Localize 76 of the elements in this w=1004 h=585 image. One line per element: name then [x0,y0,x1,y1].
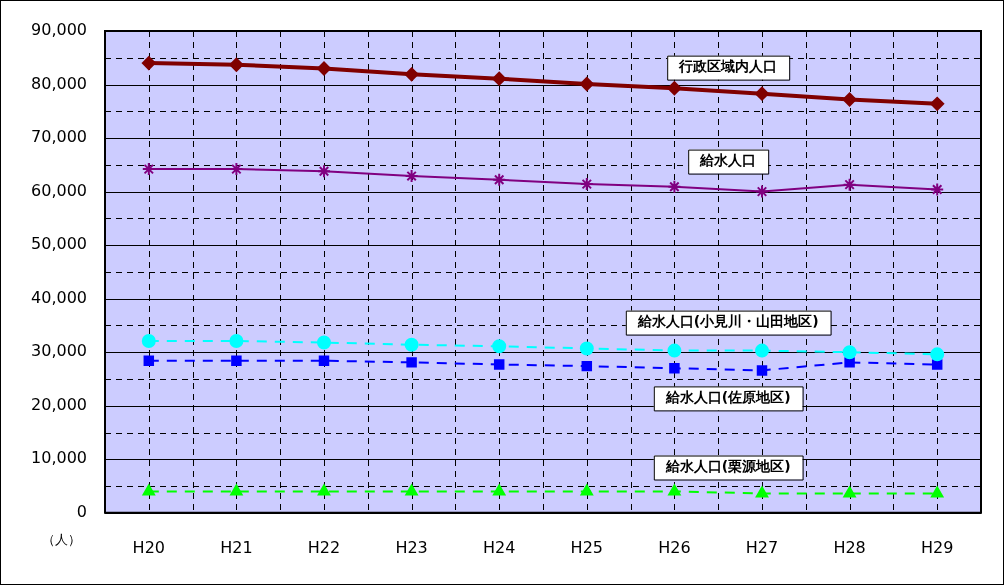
y-tick-label: 20,000 [31,394,87,414]
series-label: 給水人口(佐原地区) [664,389,791,406]
y-tick-label: 0 [76,501,87,521]
point [580,484,593,496]
point [493,484,506,496]
point [843,486,856,498]
y-tick-label: 50,000 [31,234,87,254]
point [141,333,156,348]
point [755,343,769,358]
point [229,333,244,348]
point [667,343,682,358]
x-tick-label: H27 [745,537,779,557]
point [141,56,156,71]
point [405,484,418,496]
y-tick-label: 10,000 [31,448,87,468]
point [930,96,945,111]
series-label: 給水人口(栗源地区) [664,458,791,475]
point [229,162,244,177]
point [669,363,680,374]
point [755,184,769,199]
point [230,484,243,496]
point [492,71,507,86]
y-tick-label: 70,000 [31,127,87,147]
point [406,357,417,368]
x-tick-label: H22 [307,537,341,557]
point [318,355,330,367]
x-tick-label: H29 [921,537,954,557]
x-tick-label: H26 [658,537,691,557]
point [317,61,331,76]
point [842,345,857,360]
point [493,359,505,370]
point [667,179,682,194]
x-tick-label: H23 [395,537,428,557]
point [930,182,945,197]
point [931,359,943,370]
point [930,347,945,362]
point [755,86,769,101]
y-tick-label: 40,000 [31,287,87,307]
point [579,341,594,356]
y-axis-title: （人） [41,532,81,548]
point [756,365,768,376]
point [579,177,594,192]
x-tick-label: H28 [833,537,866,557]
point [844,357,855,368]
point [317,335,331,350]
y-tick-label: 80,000 [31,73,87,93]
y-tick-label: 30,000 [31,341,87,361]
point [842,92,857,107]
point [143,355,155,367]
point [667,81,682,96]
y-tick-label: 90,000 [31,20,87,40]
point [755,486,769,498]
point [931,486,944,498]
point [492,172,507,187]
x-tick-label: H24 [483,537,516,557]
point [668,484,681,496]
series-label: 給水人口 [699,152,757,169]
point [492,339,507,354]
x-tick-label: H20 [132,537,165,557]
x-tick-label: H25 [570,537,603,557]
series-label: 行政区域内人口 [678,58,778,75]
point [404,169,419,184]
series-label: 給水人口(小見川・山田地区) [636,313,819,330]
point [229,57,244,72]
point [142,484,155,496]
point [581,360,593,372]
point [842,177,857,192]
y-tick-label: 60,000 [31,180,87,200]
x-tick-label: H21 [220,537,253,557]
point [317,484,331,496]
point [579,77,594,91]
point [404,337,419,352]
point [317,164,331,179]
point [404,67,419,82]
point [141,162,156,177]
point [231,355,242,367]
